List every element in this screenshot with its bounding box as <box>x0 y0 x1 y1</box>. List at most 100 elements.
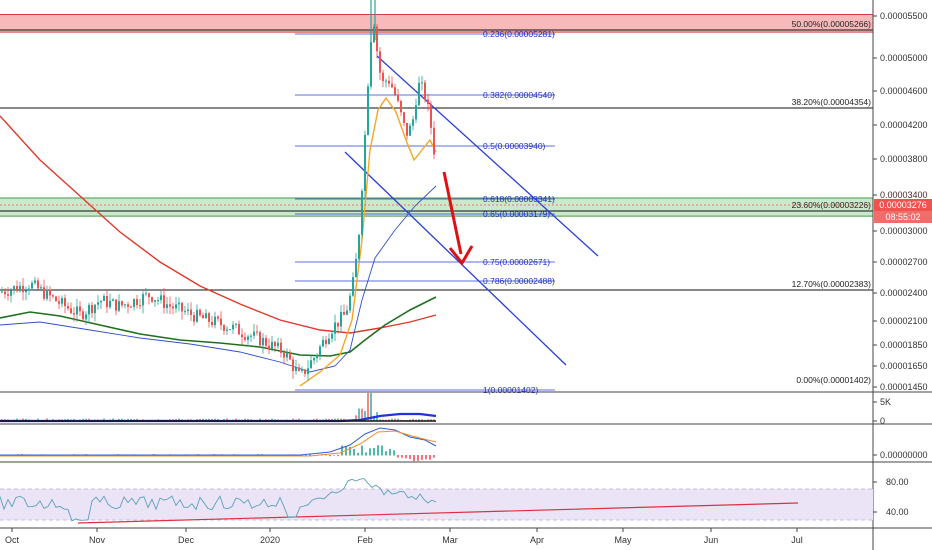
rsi-tick-label: 40.00 <box>886 507 909 517</box>
candle-body <box>247 336 249 340</box>
volume-bar <box>112 418 114 421</box>
time-tick-label: Mar <box>442 535 458 545</box>
price-tick-label: 0.00001450 <box>880 382 928 392</box>
candle-body <box>97 302 99 305</box>
macd-line <box>0 427 437 456</box>
macd-histogram-bar <box>425 455 427 460</box>
candle-body <box>235 323 237 325</box>
time-tick-label: 2020 <box>260 535 280 545</box>
candle-body <box>301 369 303 371</box>
candle-body <box>208 313 210 322</box>
candle-body <box>418 82 420 106</box>
macd-histogram-bar <box>309 454 311 456</box>
candle-body <box>127 304 129 307</box>
current-price-label: 0.00003276 08:55:02 <box>874 199 932 223</box>
candle-body <box>238 323 240 335</box>
rsi-tick-label: 80.00 <box>886 477 909 487</box>
moving-averages <box>0 96 437 387</box>
candle-body <box>124 304 126 306</box>
candle-body <box>325 339 327 344</box>
candle-body <box>406 122 408 136</box>
candle-body <box>373 26 375 43</box>
candle-body <box>16 286 18 292</box>
candle-body <box>358 234 360 259</box>
price-axis: 0.00005500 0.00005000 0.00004600 0.00004200… <box>873 11 928 517</box>
candle-body <box>115 299 117 311</box>
candle-body <box>226 329 228 331</box>
candle-body <box>118 301 120 311</box>
macd-histogram-bar <box>329 455 331 457</box>
candle-body <box>61 298 63 304</box>
candle-body <box>310 360 312 369</box>
candle-body <box>22 285 24 293</box>
time-axis: Oct Nov Dec 2020 Feb Mar Apr May Jun Jul <box>5 528 803 545</box>
candle-body <box>430 104 432 128</box>
candle-body <box>220 318 222 326</box>
candle-body <box>172 306 174 309</box>
ema-fast-line <box>299 96 437 387</box>
candle-body <box>292 359 294 372</box>
volume-bar <box>430 419 432 421</box>
candle-body <box>28 288 30 291</box>
volume-bar <box>391 418 393 421</box>
fib-extension: 50.00%(0.00005266) 38.20%(0.00004354) 23.6… <box>0 19 873 385</box>
volume-bar <box>367 393 369 421</box>
macd-histogram-bar <box>341 445 343 456</box>
candle-body <box>7 294 9 296</box>
candle-body <box>193 314 195 322</box>
volume-bar <box>373 415 375 421</box>
candle-body <box>142 294 144 306</box>
candle-body <box>88 304 90 315</box>
candle-body <box>199 309 201 316</box>
volume-bar <box>421 419 423 421</box>
macd-histogram-bar <box>325 454 327 456</box>
candle-body <box>40 287 42 289</box>
fib-retracement: 0.236(0.00005281) 0.382(0.00004540) 0.5(0.… <box>295 29 555 395</box>
candle-body <box>274 341 276 347</box>
candle-body <box>289 352 291 360</box>
price-tick-label: 0.00005500 <box>880 11 928 21</box>
candle-body <box>367 86 369 135</box>
candle-body <box>421 82 423 84</box>
candle-body <box>409 125 411 136</box>
candle-body <box>352 277 354 296</box>
candle-body <box>82 311 84 320</box>
candle-body <box>397 94 399 101</box>
channel-upper-line <box>376 55 599 257</box>
candle-body <box>259 332 261 346</box>
volume-bar <box>397 418 399 421</box>
candle-body <box>322 339 324 347</box>
candle-body <box>190 309 192 315</box>
macd-histogram-bar <box>393 450 395 456</box>
candle-body <box>154 300 156 302</box>
candle-body <box>46 289 48 299</box>
macd-histogram-bar <box>397 455 399 458</box>
candle-body <box>337 322 339 327</box>
candle-body <box>382 72 384 82</box>
candle-body <box>31 282 33 289</box>
candle-body <box>55 296 57 302</box>
macd-histogram-bar <box>413 455 415 462</box>
candle-body <box>25 290 27 293</box>
volume-bar <box>202 418 204 421</box>
candle-body <box>160 295 162 301</box>
volume-bar <box>16 418 18 421</box>
candle-body <box>361 190 363 235</box>
price-tick-label: 0.00001650 <box>880 361 928 371</box>
macd-histogram-bar <box>381 445 383 456</box>
rsi-trendline <box>77 502 799 524</box>
candle-body <box>85 314 87 320</box>
candle-body <box>241 334 243 338</box>
candle-body <box>76 306 78 315</box>
macd-pane <box>0 427 437 462</box>
candle-body <box>64 298 66 307</box>
volume-bar <box>103 418 105 421</box>
candle-body <box>106 295 108 308</box>
volume-bar <box>247 418 249 421</box>
macd-histogram-bar <box>353 448 355 456</box>
volume-bar <box>418 419 420 421</box>
fib-label: 0.618(0.00003341) <box>483 194 555 204</box>
fib-label: 0.75(0.00002671) <box>483 257 550 267</box>
macd-histogram-bar <box>401 455 403 458</box>
